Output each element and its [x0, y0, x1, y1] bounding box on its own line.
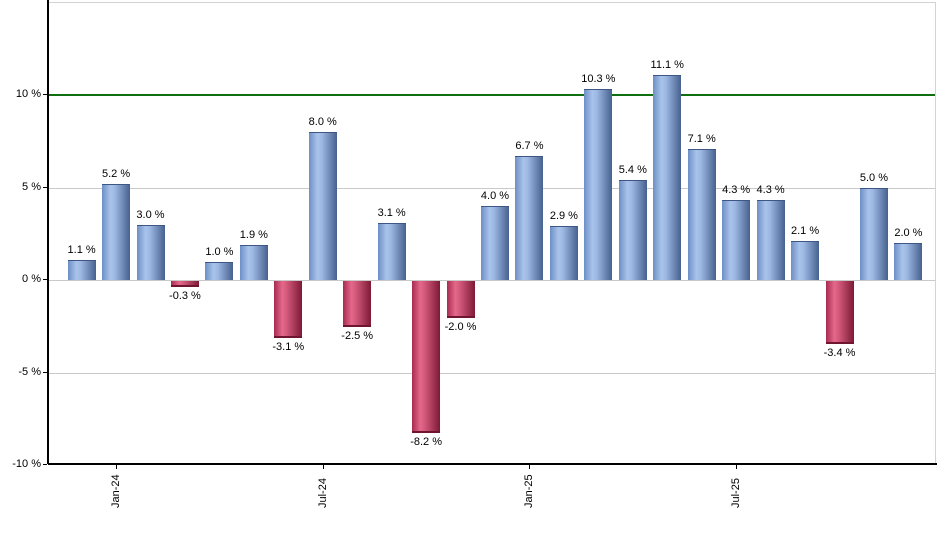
bar-value-label: 11.1 %: [650, 58, 684, 71]
grid-line: [48, 280, 935, 281]
x-tick-label: Jul-24: [316, 478, 329, 508]
x-tick-label: Jan-25: [523, 474, 536, 508]
bar: [584, 89, 613, 280]
y-axis-line: [47, 0, 49, 464]
bar: [67, 259, 96, 280]
bar-value-label: 3.1 %: [377, 206, 406, 219]
y-tick-label: -10 %: [12, 458, 41, 470]
bar: [618, 180, 647, 280]
bar-value-label: 10.3 %: [581, 73, 616, 86]
bar-value-label: 5.0 %: [859, 171, 889, 184]
bar: [170, 281, 199, 287]
bar-value-label: 2.9 %: [549, 210, 578, 223]
bar: [136, 224, 165, 280]
bar-value-label: 4.3 %: [756, 184, 785, 197]
bar-value-label: 6.7 %: [515, 140, 544, 153]
bar: [549, 226, 578, 280]
y-tick-label: -5 %: [18, 365, 41, 378]
bar: [687, 148, 716, 280]
y-tick-label: 5 %: [22, 180, 41, 193]
bar-value-label: 4.3 %: [722, 184, 751, 197]
bar: [791, 241, 820, 280]
bar-value-label: 5.4 %: [618, 164, 647, 177]
bar-value-label: -3.4 %: [823, 346, 856, 359]
x-tick-mark: [736, 464, 738, 469]
plot-area: 1.1 % 5.2 % 3.0 % -0.3 % 1.0 % 1.9 % -3.1 % 8.0…: [48, 2, 936, 464]
bar: [515, 156, 544, 280]
x-tick-mark: [529, 464, 531, 469]
bar: [377, 222, 406, 280]
y-tick-label: 0 %: [22, 273, 41, 285]
bar: [102, 183, 131, 280]
bar-value-label: 1.9 %: [239, 228, 268, 241]
bar-value-label: 1.1 %: [67, 243, 96, 256]
bar: [722, 200, 751, 280]
bar: [274, 281, 303, 339]
bar: [653, 74, 682, 280]
x-tick-mark: [322, 464, 324, 469]
bar: [308, 132, 337, 280]
bar-value-label: 8.0 %: [308, 116, 337, 128]
bar: [412, 281, 441, 433]
bar-value-label: 2.0 %: [894, 227, 923, 239]
y-tick-mark: [43, 464, 47, 465]
x-tick-label: Jul-25: [730, 478, 743, 508]
y-tick-mark: [43, 186, 47, 188]
bar-value-label: -8.2 %: [410, 435, 442, 448]
y-tick-label: 10 %: [15, 88, 41, 100]
grid-line: [48, 187, 935, 189]
bar-value-label: 1.0 %: [205, 245, 234, 258]
bar: [825, 281, 854, 344]
bar: [859, 187, 888, 280]
y-tick-mark: [43, 371, 47, 373]
bar: [446, 281, 475, 318]
x-tick-mark: [116, 464, 118, 469]
bar-value-label: 2.1 %: [790, 225, 820, 238]
bar: [756, 200, 785, 280]
bar-value-label: 7.1 %: [687, 132, 716, 145]
bar-value-label: -2.5 %: [341, 330, 374, 343]
y-tick-mark: [43, 279, 47, 280]
bar: [205, 261, 234, 280]
x-tick-label: Jan-24: [110, 474, 123, 508]
bar: [894, 243, 923, 280]
bar-value-label: -0.3 %: [169, 289, 201, 302]
bar-value-label: 5.2 %: [101, 167, 131, 180]
bar: [343, 281, 372, 328]
bar-value-label: 4.0 %: [480, 190, 510, 202]
x-axis-line: [48, 463, 937, 465]
bar: [481, 206, 509, 280]
bar-value-label: -2.0 %: [444, 321, 477, 333]
grid-line: [48, 372, 935, 374]
threshold-line-10pct: [48, 94, 935, 96]
bar: [239, 244, 268, 280]
bar-value-label: 3.0 %: [136, 208, 165, 221]
bar-value-label: -3.1 %: [272, 341, 305, 354]
y-tick-mark: [43, 94, 47, 95]
